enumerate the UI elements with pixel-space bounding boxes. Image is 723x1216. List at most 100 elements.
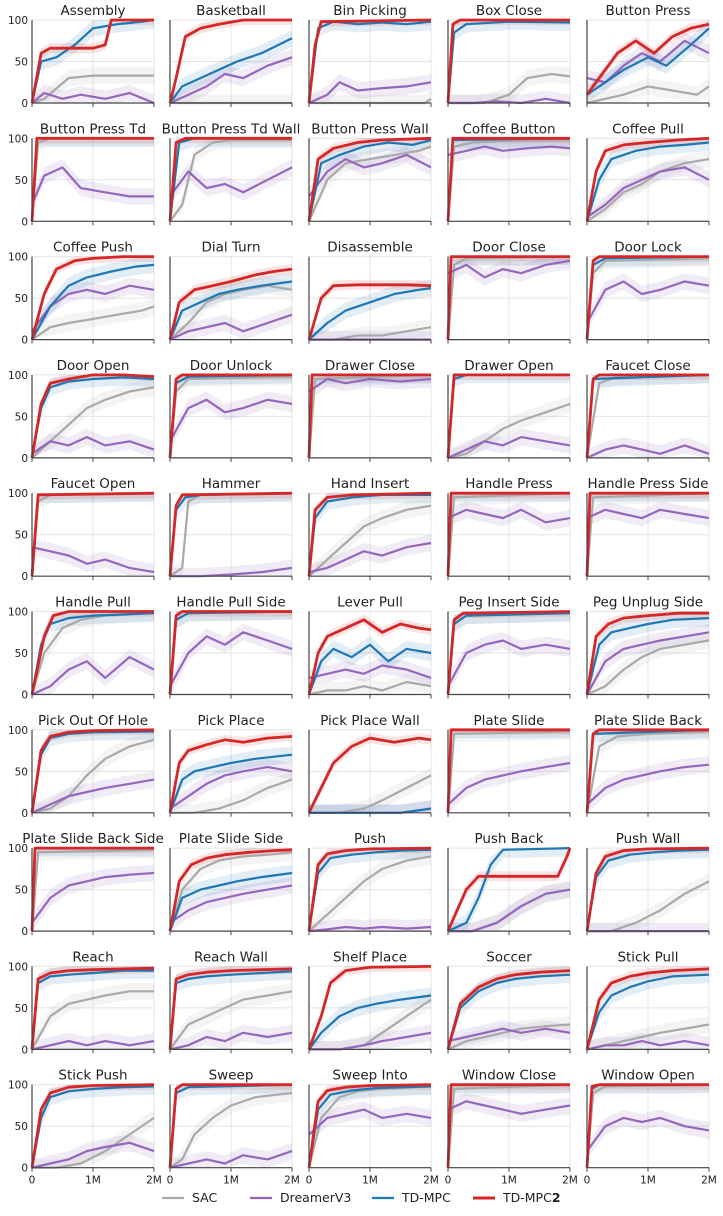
panel-title: Basketball (196, 3, 266, 19)
confidence-band-sac (32, 493, 154, 577)
confidence-band-sac (32, 848, 154, 932)
y-tick-label: 100 (8, 15, 28, 27)
confidence-band-dreamerv3 (170, 758, 292, 813)
series-line-td-mpc2 (446, 136, 570, 222)
series-line-td-mpc2 (446, 969, 571, 1050)
panel-title: Peg Insert Side (458, 595, 559, 611)
series-line-dreamerv3 (31, 778, 155, 814)
confidence-band-dreamerv3 (309, 1024, 431, 1050)
series-line-dreamerv3 (308, 541, 432, 574)
confidence-band-sac (32, 379, 154, 458)
panel-title: Plate Slide Side (179, 831, 284, 847)
legend-label: DreamerV3 (280, 1190, 351, 1205)
panel-faucet-open: 0 50 100 Faucet Open (8, 476, 155, 583)
y-tick-label: 50 (15, 411, 28, 423)
series-line-td-mpc2 (30, 846, 154, 932)
series-line-td-mpc2 (168, 735, 293, 814)
panel-faucet-close: Faucet Close (585, 358, 710, 462)
series-line-td-mpc2 (307, 846, 432, 932)
series-line-dreamerv3 (447, 639, 571, 687)
confidence-band-sac (587, 493, 709, 577)
y-tick-label: 100 (8, 252, 28, 264)
series-line-dreamerv3 (30, 166, 154, 206)
series-line-dreamerv3 (586, 1116, 710, 1152)
confidence-band-td-mpc (448, 493, 570, 577)
confidence-band-dreamerv3 (32, 159, 154, 213)
panel-title: Drawer Open (464, 358, 553, 374)
series-line-td-mpc2 (446, 610, 571, 695)
series-line-dreamerv3 (447, 508, 571, 524)
confidence-band-dreamerv3 (170, 159, 292, 205)
series-line-td-mpc (585, 141, 710, 222)
confidence-band-sac (309, 767, 431, 813)
series-line-td-mpc2 (168, 1083, 292, 1168)
confidence-band-sac (170, 94, 292, 103)
series-line-sac (585, 730, 710, 813)
series-line-dreamerv3 (31, 1141, 155, 1169)
confidence-band-td-mpc (32, 20, 154, 103)
panel-coffee-button: Coffee Button (446, 121, 571, 226)
legend-entry: DreamerV3 (250, 1190, 351, 1205)
panel-title: Hand Insert (331, 476, 410, 492)
series-line-td-mpc (307, 643, 432, 695)
series-line-td-mpc2 (30, 18, 154, 104)
panel-title: Stick Push (58, 1068, 127, 1084)
confidence-band-sac (448, 881, 570, 932)
series-line-dreamerv3 (308, 81, 432, 105)
confidence-band-td-mpc (448, 374, 570, 458)
y-tick-label: 50 (15, 766, 28, 778)
series-line-td-mpc (31, 263, 155, 341)
panel-title: Faucet Close (605, 358, 690, 374)
confidence-band-sac (587, 729, 709, 813)
series-line-td-mpc2 (446, 491, 570, 577)
panel-title: Plate Slide Back Side (22, 831, 164, 847)
confidence-band-dreamerv3 (170, 306, 292, 340)
series-line-td-mpc2 (168, 267, 293, 340)
series-line-sac (31, 738, 155, 814)
panel-button-press-td-wall: Button Press Td Wall (162, 121, 300, 226)
series-line-dreamerv3 (586, 508, 710, 520)
y-tick-label: 100 (8, 133, 28, 145)
y-tick-label: 100 (8, 1080, 28, 1092)
series-line-td-mpc2 (307, 18, 432, 104)
confidence-band-dreamerv3 (32, 771, 154, 813)
panel-title: Push (354, 831, 386, 847)
series-line-dreamerv3 (447, 145, 571, 156)
x-tick-label: 2M (701, 1175, 717, 1187)
panel-plate-slide: Plate Slide (446, 713, 571, 817)
series-line-dreamerv3 (169, 1031, 293, 1051)
panel-title: Peg Unplug Side (593, 595, 703, 611)
y-tick-label: 100 (8, 843, 28, 855)
series-line-td-mpc2 (585, 491, 709, 577)
panel-title: Stick Pull (617, 949, 678, 965)
confidence-band-td-mpc (587, 1084, 709, 1168)
confidence-band-sac (587, 1016, 709, 1050)
series-line-td-mpc2 (585, 611, 709, 695)
panel-reach-wall: Reach Wall (168, 949, 293, 1054)
panel-stick-push: 0 50 100 0 1M 2M Stick Push (8, 1068, 162, 1187)
confidence-band-td-mpc (587, 729, 709, 813)
confidence-band-sac (170, 138, 292, 222)
series-line-td-mpc2 (585, 728, 709, 813)
series-line-td-mpc2 (168, 373, 292, 459)
panel-handle-pull-side: Handle Pull Side (168, 595, 293, 699)
y-tick-label: 100 (8, 725, 28, 737)
series-line-td-mpc2 (307, 136, 432, 222)
series-line-td-mpc2 (168, 18, 292, 104)
panel-door-lock: Door Lock (585, 240, 710, 344)
y-tick-label: 100 (8, 370, 28, 382)
panel-dial-turn: Dial Turn (168, 240, 293, 344)
confidence-band-td-mpc (170, 966, 292, 1050)
confidence-band-dreamerv3 (587, 1109, 709, 1160)
series-line-td-mpc2 (307, 618, 432, 695)
panel-push-back: Push Back (446, 831, 572, 936)
y-tick-label: 0 (21, 453, 28, 465)
confidence-band-dreamerv3 (587, 437, 709, 458)
y-tick-label: 0 (21, 1163, 28, 1175)
y-tick-label: 50 (15, 293, 28, 305)
panel-title: Button Press (605, 3, 690, 19)
panel-push-wall: Push Wall (585, 831, 710, 936)
confidence-band-sac (587, 1084, 709, 1168)
panel-peg-insert-side: Peg Insert Side (446, 595, 571, 699)
y-tick-label: 50 (15, 175, 28, 187)
